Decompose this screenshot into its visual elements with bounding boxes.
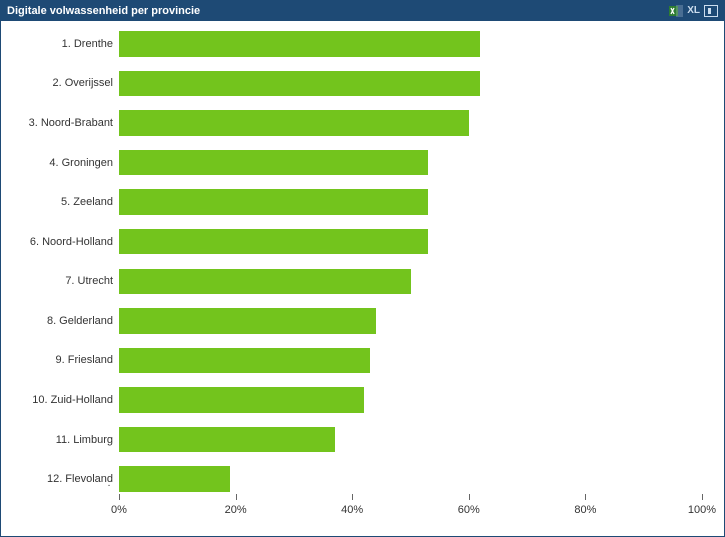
bar-label: 7. Utrecht bbox=[1, 275, 119, 287]
bar bbox=[119, 308, 376, 334]
bar-row: 8. Gelderland bbox=[1, 306, 724, 336]
x-tick-mark bbox=[702, 494, 703, 500]
bar-track bbox=[119, 267, 702, 297]
bar-label: 8. Gelderland bbox=[1, 315, 119, 327]
x-tick-label: 20% bbox=[225, 504, 247, 516]
bar bbox=[119, 110, 469, 136]
bar-label: 11. Limburg bbox=[1, 434, 119, 446]
x-tick-mark bbox=[236, 494, 237, 500]
x-tick: 20% bbox=[236, 494, 237, 500]
bar-label: 1. Drenthe bbox=[1, 38, 119, 50]
bar-label: 6. Noord-Holland bbox=[1, 236, 119, 248]
bar bbox=[119, 269, 411, 295]
x-tick: 100% bbox=[702, 494, 703, 500]
x-tick-mark bbox=[469, 494, 470, 500]
x-tick: 0% bbox=[119, 494, 120, 500]
bar-track bbox=[119, 425, 702, 455]
bar-track bbox=[119, 464, 702, 494]
bar bbox=[119, 150, 428, 176]
bar-label: 10. Zuid-Holland bbox=[1, 394, 119, 406]
x-tick-label: 0% bbox=[111, 504, 127, 516]
x-tick-label: 40% bbox=[341, 504, 363, 516]
bar bbox=[119, 466, 230, 492]
x-tick-label: 60% bbox=[458, 504, 480, 516]
plot-region: 1. Drenthe 2. Overijssel 3. Noord-Brabant 4… bbox=[1, 29, 724, 494]
bar bbox=[119, 189, 428, 215]
bar-label: 12. Flevoland bbox=[1, 473, 119, 485]
bar-track bbox=[119, 385, 702, 415]
bar bbox=[119, 31, 480, 57]
bar-track bbox=[119, 187, 702, 217]
x-tick: 60% bbox=[469, 494, 470, 500]
bar-row: 10. Zuid-Holland bbox=[1, 385, 724, 415]
bar-row: 4. Groningen bbox=[1, 148, 724, 178]
x-tick-mark bbox=[352, 494, 353, 500]
bar-row: 5. Zeeland bbox=[1, 187, 724, 217]
xl-label[interactable]: XL bbox=[687, 1, 700, 21]
bar-track bbox=[119, 148, 702, 178]
bar bbox=[119, 348, 370, 374]
chart-area: 1. Drenthe 2. Overijssel 3. Noord-Brabant 4… bbox=[1, 21, 724, 536]
export-excel-icon[interactable] bbox=[669, 5, 683, 17]
bar bbox=[119, 71, 480, 97]
bar-label: 4. Groningen bbox=[1, 157, 119, 169]
bar-label: 3. Noord-Brabant bbox=[1, 117, 119, 129]
bar bbox=[119, 387, 364, 413]
bar-row: 1. Drenthe bbox=[1, 29, 724, 59]
chart-title: Digitale volwassenheid per provincie bbox=[7, 1, 200, 21]
bar-row: 3. Noord-Brabant bbox=[1, 108, 724, 138]
x-tick: 40% bbox=[352, 494, 353, 500]
x-tick: 80% bbox=[585, 494, 586, 500]
bar-row: 2. Overijssel bbox=[1, 69, 724, 99]
bar-row: 11. Limburg bbox=[1, 425, 724, 455]
title-bar-controls: XL bbox=[669, 1, 718, 21]
x-tick-label: 100% bbox=[688, 504, 716, 516]
bar-label: 2. Overijssel bbox=[1, 77, 119, 89]
bar-track bbox=[119, 306, 702, 336]
bar-track bbox=[119, 29, 702, 59]
axis-origin-marker: . bbox=[108, 478, 111, 489]
x-tick-label: 80% bbox=[574, 504, 596, 516]
bar-row: 9. Friesland bbox=[1, 346, 724, 376]
title-bar: Digitale volwassenheid per provincie XL bbox=[1, 1, 724, 21]
bar-track bbox=[119, 69, 702, 99]
bar-label: 5. Zeeland bbox=[1, 196, 119, 208]
fullscreen-icon[interactable] bbox=[704, 5, 718, 17]
x-axis: 0%20%40%60%80%100%. bbox=[1, 494, 724, 536]
bar-label: 9. Friesland bbox=[1, 354, 119, 366]
bar bbox=[119, 427, 335, 453]
x-tick-mark bbox=[119, 494, 120, 500]
bar-row: 7. Utrecht bbox=[1, 267, 724, 297]
bar bbox=[119, 229, 428, 255]
bar-row: 6. Noord-Holland bbox=[1, 227, 724, 257]
bar-track bbox=[119, 108, 702, 138]
x-tick-mark bbox=[585, 494, 586, 500]
bar-track bbox=[119, 227, 702, 257]
bar-track bbox=[119, 346, 702, 376]
